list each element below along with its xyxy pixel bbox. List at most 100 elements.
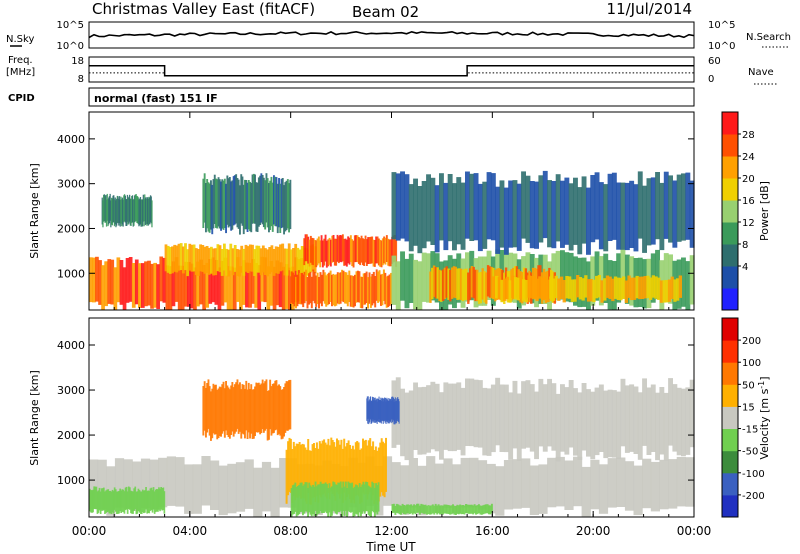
date-label: 11/Jul/2014	[607, 0, 692, 18]
echo-cell	[281, 178, 284, 228]
echo-cell	[98, 487, 101, 511]
echo-cell	[127, 197, 129, 225]
echo-cell	[255, 245, 259, 273]
echo-cell	[303, 238, 306, 266]
echo-cell	[120, 196, 122, 224]
echo-cell	[308, 482, 311, 512]
echo-cell	[317, 448, 320, 503]
echo-cell	[268, 183, 270, 233]
echo-cell	[142, 194, 144, 222]
echo-cell	[454, 266, 457, 299]
echo-cell	[105, 199, 108, 227]
echo-cell	[208, 183, 211, 233]
echo-cell	[640, 276, 645, 299]
echo-cell	[495, 186, 501, 254]
echo-cell	[136, 196, 139, 224]
echo-cell	[139, 197, 142, 224]
figure-title: Christmas Valley East (fitACF)	[92, 0, 315, 18]
echo-cell	[306, 277, 309, 309]
echo-cell	[573, 456, 583, 507]
echo-cell	[426, 456, 436, 506]
echo-cell	[395, 503, 398, 513]
echo-cell	[405, 504, 408, 514]
echo-cell	[150, 487, 153, 511]
echo-cell	[210, 391, 212, 441]
echo-cell	[650, 384, 656, 452]
echo-cell	[364, 235, 367, 263]
echo-cell	[151, 200, 153, 228]
echo-cell	[120, 490, 122, 513]
echo-cell	[430, 177, 436, 245]
colorbar-swatch	[722, 112, 738, 135]
echo-cell	[346, 443, 349, 497]
echo-cell	[398, 401, 400, 424]
echo-cell	[408, 505, 411, 515]
echo-cell	[285, 381, 288, 431]
echo-cell	[311, 444, 314, 499]
echo-cell	[269, 260, 274, 306]
echo-cell	[105, 195, 107, 222]
echo-cell	[289, 179, 292, 230]
echo-cell	[122, 199, 124, 227]
x-tick-label: 16:00	[475, 524, 510, 538]
echo-cell	[231, 248, 235, 276]
echo-cell	[202, 265, 206, 310]
echo-cell	[117, 491, 119, 514]
echo-cell	[624, 280, 628, 303]
echo-cell	[218, 179, 221, 229]
echo-cell	[460, 387, 466, 456]
echo-cell	[459, 504, 462, 514]
echo-cell	[519, 276, 523, 299]
echo-cell	[417, 261, 423, 310]
echo-cell	[608, 276, 612, 299]
echo-cell	[300, 482, 303, 512]
echo-cell	[266, 249, 269, 277]
echo-cell	[322, 269, 325, 302]
echo-cell	[320, 483, 323, 514]
echo-cell	[305, 269, 308, 302]
echo-cell	[270, 386, 273, 436]
echo-cell	[689, 379, 695, 448]
echo-cell	[323, 272, 326, 304]
echo-cell	[286, 179, 289, 229]
echo-cell	[312, 269, 315, 301]
echo-cell	[279, 458, 289, 508]
echo-cell	[560, 180, 565, 248]
echo-cell	[146, 491, 148, 514]
echo-cell	[460, 457, 470, 508]
echo-cell	[646, 178, 652, 246]
echo-cell	[668, 254, 673, 304]
echo-cell	[340, 235, 343, 263]
echo-cell	[125, 258, 130, 303]
echo-cell	[151, 490, 154, 513]
echo-cell	[141, 263, 145, 308]
echo-cell	[134, 194, 136, 222]
echo-cell	[251, 389, 254, 439]
echo-cell	[417, 186, 423, 254]
echo-cell	[251, 244, 254, 272]
echo-cell	[148, 196, 150, 224]
echo-cell	[278, 178, 280, 228]
echo-cell	[370, 487, 372, 517]
echo-cell	[290, 488, 293, 517]
echo-cell	[180, 265, 185, 310]
echo-cell	[175, 457, 185, 507]
echo-cell	[357, 442, 360, 497]
echo-cell	[495, 466, 505, 516]
echo-cell	[384, 237, 387, 265]
echo-cell	[235, 257, 240, 302]
echo-cell	[163, 491, 166, 514]
echo-cell	[273, 383, 275, 433]
echo-cell	[253, 249, 256, 276]
echo-cell	[403, 505, 405, 514]
noise-left-tick-top: 10^5	[57, 20, 84, 31]
echo-cell	[95, 486, 98, 510]
echo-cell	[308, 450, 311, 505]
echo-cell	[431, 267, 434, 300]
echo-cell	[375, 269, 378, 301]
echo-cell	[525, 380, 531, 448]
echo-cell	[542, 170, 548, 239]
echo-cell	[349, 275, 352, 307]
echo-cell	[356, 235, 359, 263]
echo-cell	[434, 383, 440, 452]
